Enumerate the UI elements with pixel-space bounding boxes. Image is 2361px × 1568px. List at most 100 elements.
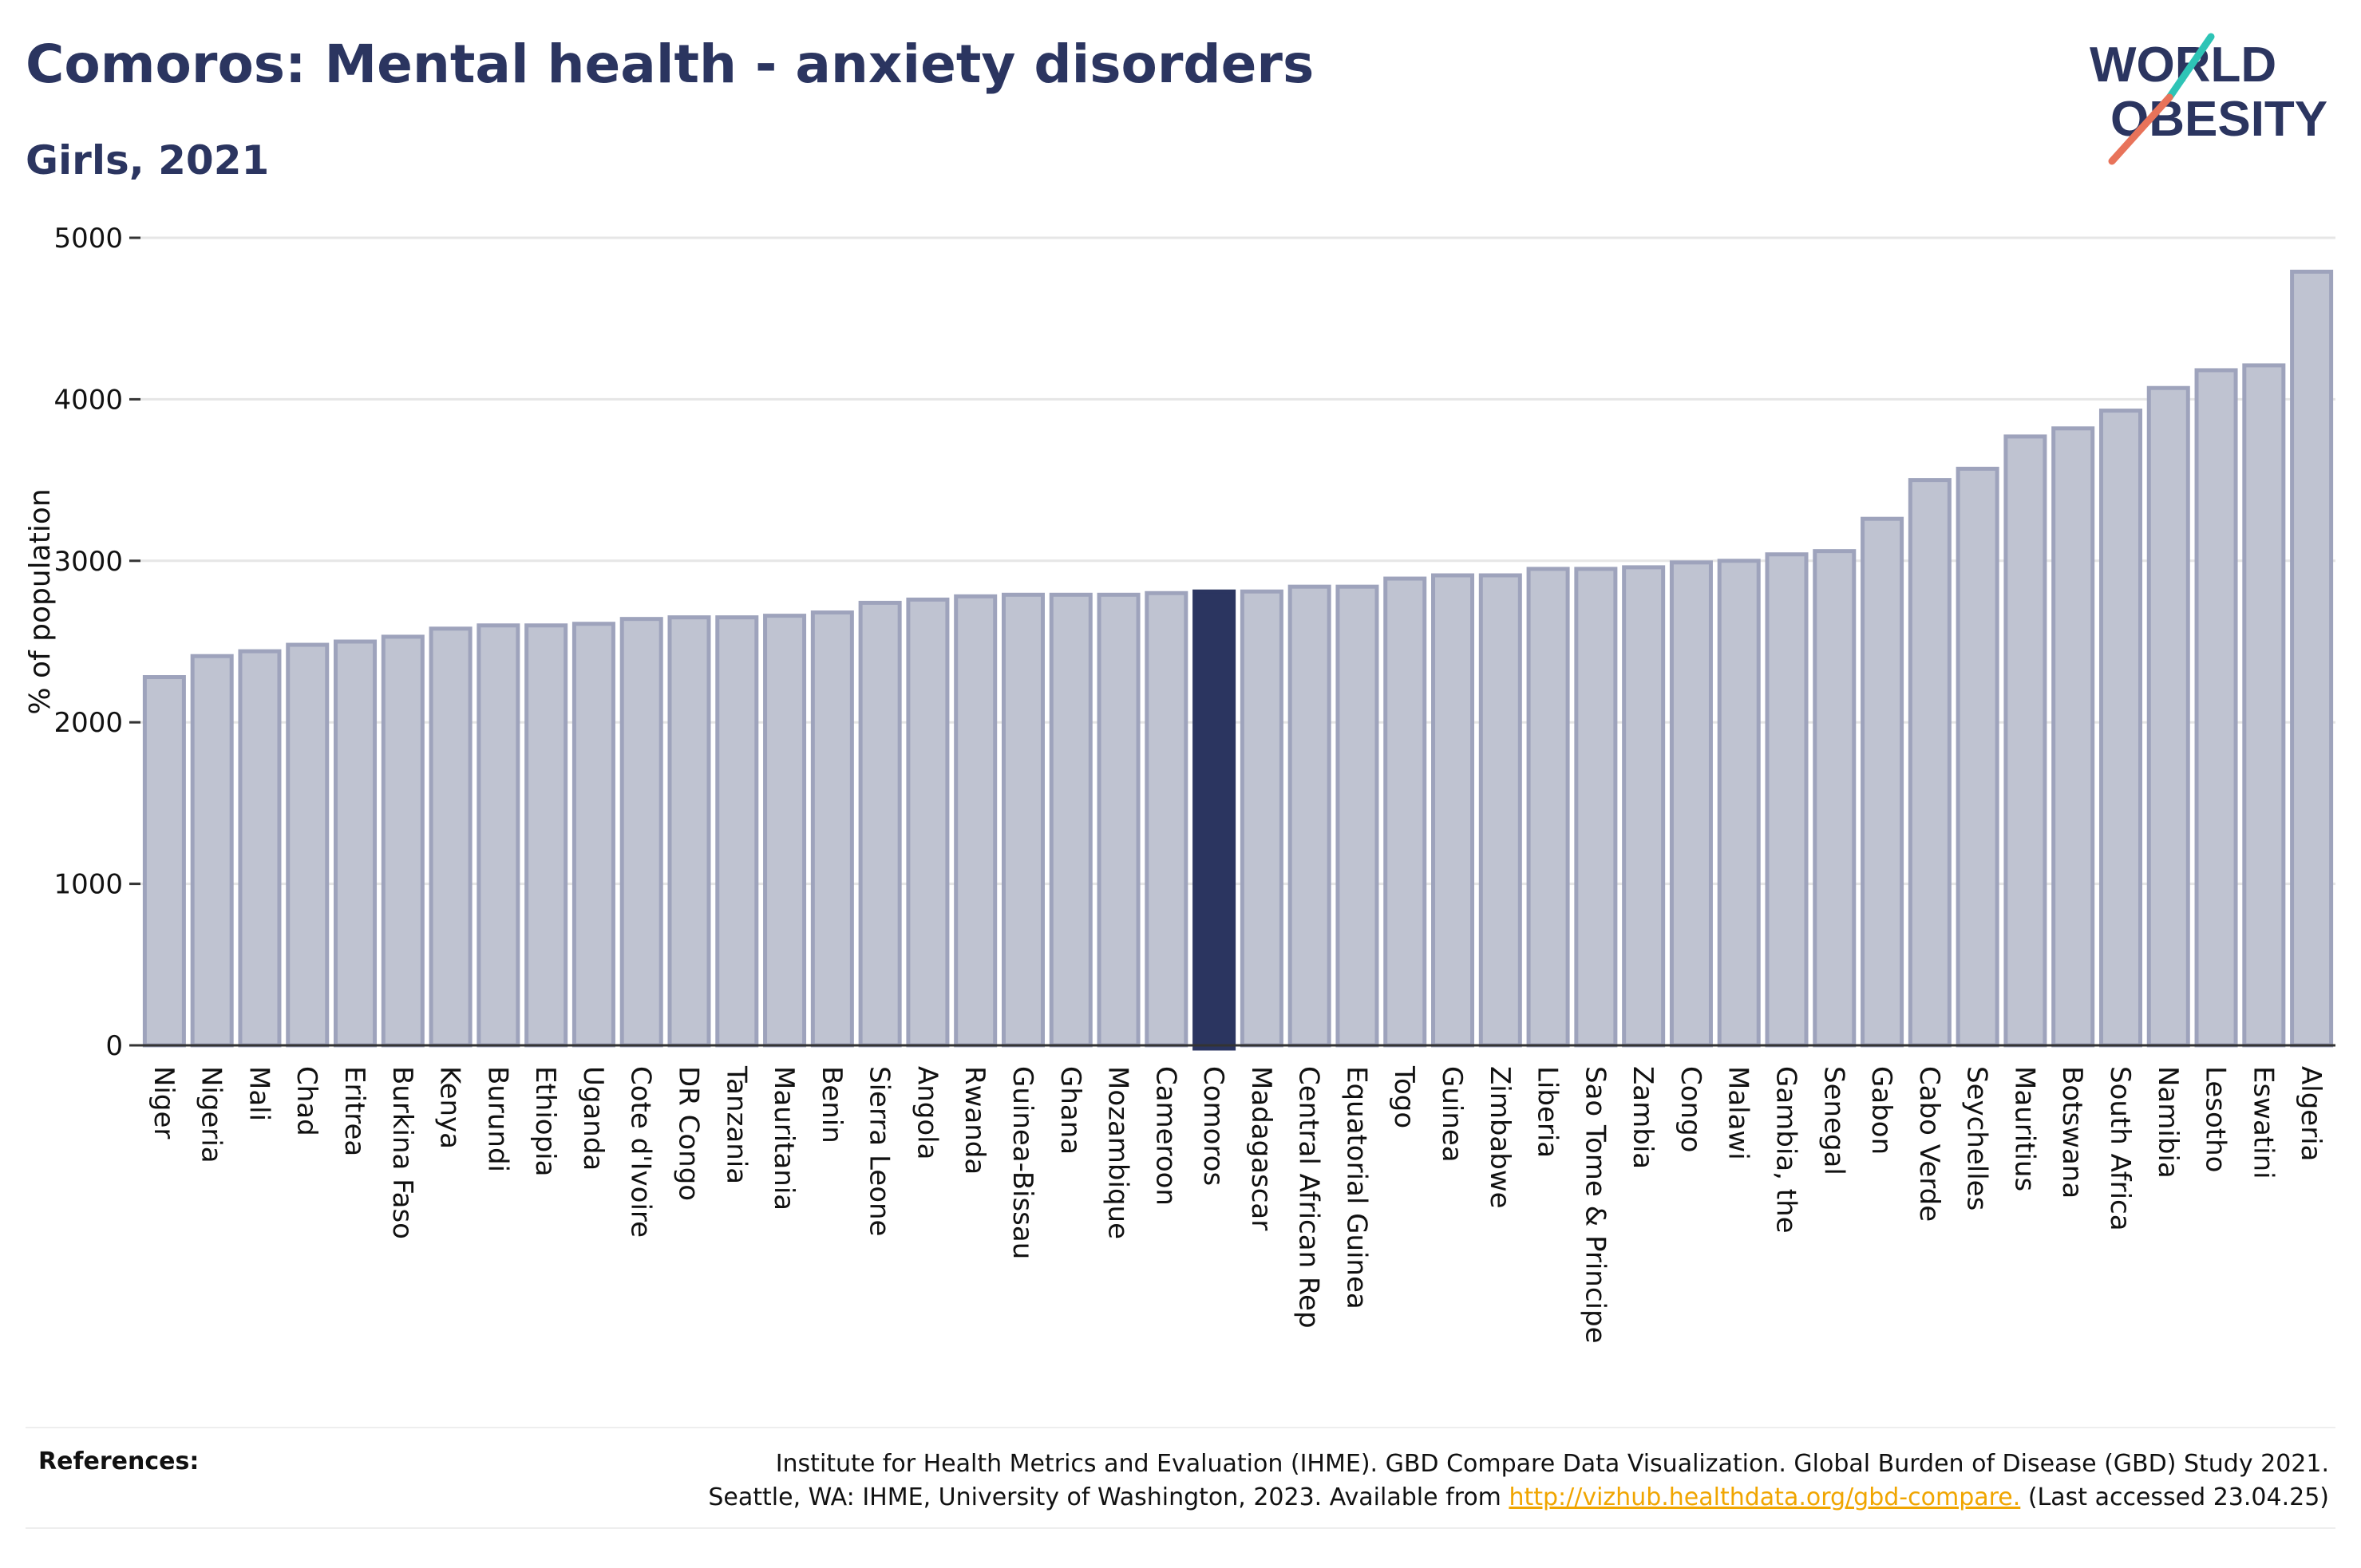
x-tick-label: Togo xyxy=(1388,1065,1420,1128)
page-title: Comoros: Mental health - anxiety disorde… xyxy=(26,34,1315,95)
x-tick-label: Comoros xyxy=(1197,1066,1229,1186)
bar-ghana xyxy=(1049,592,1093,1048)
bar-sao-tome-principe xyxy=(1574,567,1618,1048)
x-tick-label: Liberia xyxy=(1532,1066,1564,1158)
x-tick-label: Mauritania xyxy=(768,1066,800,1211)
bar-chart: 0 1000 2000 3000 4000 5000 Niger Nigeria Mali Ch… xyxy=(24,223,2335,1344)
world-obesity-logo: WORLD OBESITY xyxy=(2090,33,2327,165)
y-tick-label: 2000 xyxy=(53,707,123,739)
x-tick-label: Cabo Verde xyxy=(1913,1066,1945,1222)
x-tick-label: Mozambique xyxy=(1102,1066,1134,1239)
x-tick-label: Cameroon xyxy=(1149,1066,1181,1206)
x-tick-label: Eritrea xyxy=(338,1066,370,1156)
bar-seychelles xyxy=(1956,466,1999,1048)
y-tick-label: 4000 xyxy=(53,384,123,416)
x-tick-label: Gambia, the xyxy=(1770,1066,1802,1234)
bar-lesotho xyxy=(2194,368,2238,1048)
x-tick-label: Rwanda xyxy=(959,1066,991,1175)
bar-namibia xyxy=(2146,385,2190,1048)
x-tick-label: Central African Rep xyxy=(1293,1066,1325,1329)
x-tick-label: Eswatini xyxy=(2247,1066,2279,1179)
bar-mauritania xyxy=(763,614,807,1048)
bar-nigeria xyxy=(190,654,234,1048)
x-tick-label: Namibia xyxy=(2152,1066,2184,1179)
bar-kenya xyxy=(429,626,473,1048)
page-subtitle: Girls, 2021 xyxy=(26,137,270,184)
bar-chad xyxy=(286,642,330,1048)
x-tick-label: Chad xyxy=(291,1066,322,1136)
y-tick-label: 1000 xyxy=(53,869,123,901)
bar-togo xyxy=(1383,576,1427,1048)
bar-senegal xyxy=(1813,549,1857,1048)
bar-burkina-faso xyxy=(381,634,425,1048)
bar-madagascar xyxy=(1240,589,1283,1048)
bar-guinea xyxy=(1431,573,1475,1048)
bar-niger xyxy=(142,675,186,1048)
references-panel: References: Institute for Health Metrics… xyxy=(26,1427,2335,1529)
y-tick-label: 5000 xyxy=(53,223,123,255)
x-tick-label: Benin xyxy=(816,1066,848,1143)
x-tick-label: Senegal xyxy=(1817,1066,1849,1175)
x-tick-label: Mauritius xyxy=(2008,1066,2040,1191)
bar-cameroon xyxy=(1145,590,1188,1048)
bar-liberia xyxy=(1526,567,1570,1048)
bar-guinea-bissau xyxy=(1001,592,1045,1048)
bar-cabo-verde xyxy=(1908,478,1952,1048)
x-tick-label: Guinea xyxy=(1436,1066,1468,1163)
bar-eritrea xyxy=(334,639,378,1048)
bars xyxy=(142,270,2334,1051)
axes: 0 1000 2000 3000 4000 5000 xyxy=(53,223,2335,1062)
bar-malawi xyxy=(1717,559,1761,1048)
reference-line1: Institute for Health Metrics and Evaluat… xyxy=(775,1450,2329,1478)
logo-slash-coral xyxy=(2108,93,2173,165)
bar-eswatini xyxy=(2242,363,2286,1048)
bar-benin xyxy=(810,610,854,1048)
bar-gabon xyxy=(1861,516,1904,1048)
x-tick-label: Tanzania xyxy=(720,1065,752,1184)
x-tick-label: Zimbabwe xyxy=(1484,1066,1516,1209)
x-tick-label: Algeria xyxy=(2295,1066,2327,1161)
x-tick-labels: Niger Nigeria Mali Chad Eritrea Burkina Faso K… xyxy=(148,1065,2327,1344)
bar-zambia xyxy=(1622,565,1666,1048)
bar-dr-congo xyxy=(667,615,711,1048)
bar-mozambique xyxy=(1097,592,1141,1048)
x-tick-label: Ghana xyxy=(1054,1066,1086,1155)
y-axis-label: % of population xyxy=(24,488,57,714)
bar-comoros xyxy=(1192,589,1236,1051)
x-tick-label: Mali xyxy=(243,1066,275,1121)
bar-angola xyxy=(906,597,950,1048)
bar-botswana xyxy=(2051,426,2095,1048)
x-tick-label: Burkina Faso xyxy=(386,1066,418,1239)
bar-south-africa xyxy=(2098,409,2142,1048)
x-tick-label: Kenya xyxy=(434,1066,466,1149)
x-tick-label: Sierra Leone xyxy=(864,1066,896,1236)
bar-central-african-rep xyxy=(1287,584,1331,1048)
bar-sierra-leone xyxy=(858,600,902,1048)
x-tick-label: Lesotho xyxy=(2200,1066,2232,1172)
x-tick-label: Nigeria xyxy=(196,1066,227,1163)
x-tick-label: Botswana xyxy=(2056,1066,2088,1199)
y-tick-label: 0 xyxy=(105,1030,123,1062)
x-tick-label: Niger xyxy=(148,1066,180,1139)
x-tick-label: Guinea-Bissau xyxy=(1006,1066,1038,1259)
x-tick-label: Congo xyxy=(1675,1066,1706,1152)
x-tick-label: Gabon xyxy=(1865,1066,1897,1155)
x-tick-label: Malawi xyxy=(1722,1066,1754,1160)
references-label: References: xyxy=(38,1448,200,1475)
bar-burundi xyxy=(477,623,520,1048)
x-tick-label: Cote d'Ivoire xyxy=(625,1066,657,1238)
reference-link[interactable]: http://vizhub.healthdata.org/gbd-compare… xyxy=(1509,1483,2021,1511)
bar-mali xyxy=(238,649,282,1048)
x-tick-label: Equatorial Guinea xyxy=(1340,1066,1372,1309)
x-tick-label: Uganda xyxy=(577,1066,609,1171)
references-text: Institute for Health Metrics and Evaluat… xyxy=(708,1448,2329,1515)
x-tick-label: Sao Tome & Principe xyxy=(1579,1066,1611,1344)
x-tick-label: Madagascar xyxy=(1245,1066,1277,1230)
x-tick-label: Zambia xyxy=(1627,1066,1659,1169)
logo-slash-teal xyxy=(2165,33,2215,101)
bar-cote-d-ivoire xyxy=(619,617,663,1048)
reference-line2: Seattle, WA: IHME, University of Washing… xyxy=(708,1481,2329,1515)
x-tick-label: Burundi xyxy=(481,1066,513,1172)
reference-line2-suffix: (Last accessed 23.04.25) xyxy=(2020,1483,2329,1511)
bar-ethiopia xyxy=(524,623,568,1048)
